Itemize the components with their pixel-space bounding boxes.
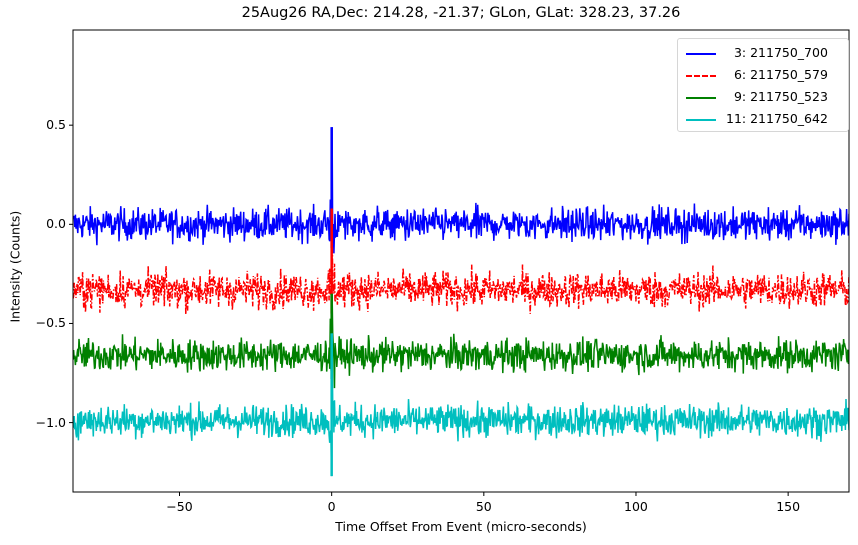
trace-3 [73,293,849,389]
y-tick-label: 0.5 [46,117,66,133]
chart-title: 25Aug26 RA,Dec: 214.28, -21.37; GLon, GL… [241,5,681,21]
legend-label: 11: 211750_642 [726,111,828,126]
legend-line-icon [686,97,716,99]
plot-traces [73,127,849,477]
trace-2 [73,208,849,315]
legend-label: 9: 211750_523 [726,89,828,104]
legend-line-icon [686,53,716,55]
x-tick-label: 0 [327,499,336,514]
y-tick-label: −1.0 [35,414,66,430]
y-tick-label: −0.5 [35,315,66,331]
axis-ticks [69,124,789,496]
legend-entry: 3: 211750_700 [678,43,848,65]
y-axis-label: Intensity (Counts) [7,210,23,323]
axes-frame [72,29,850,493]
legend-entry: 6: 211750_579 [678,65,848,87]
legend-label: 3: 211750_700 [726,45,828,60]
x-tick-label: 100 [624,499,648,514]
legend-entry: 11: 211750_642 [678,109,848,131]
x-tick-label: −50 [166,499,193,514]
x-tick-label: 150 [776,499,801,514]
chart-legend: 3: 211750_700 6: 211750_579 9: 211750_52… [677,38,849,132]
trace-4 [73,333,849,477]
legend-line-icon [686,75,716,77]
legend-entry: 9: 211750_523 [678,87,848,109]
legend-label: 6: 211750_579 [726,67,828,82]
trace-1 [73,127,849,254]
x-tick-label: 50 [475,499,492,514]
x-axis-label: Time Offset From Event (micro-seconds) [335,519,587,534]
y-tick-label: 0.0 [46,216,66,232]
legend-line-icon [686,119,716,121]
